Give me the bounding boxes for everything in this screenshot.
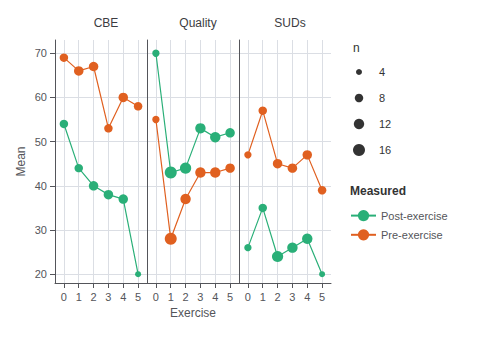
svg-text:2: 2 xyxy=(183,291,189,303)
svg-text:50: 50 xyxy=(35,136,47,148)
svg-text:1: 1 xyxy=(168,291,174,303)
svg-text:0: 0 xyxy=(61,291,67,303)
svg-text:20: 20 xyxy=(35,268,47,280)
svg-text:70: 70 xyxy=(35,47,47,59)
svg-text:SUDs: SUDs xyxy=(274,16,305,30)
svg-text:12: 12 xyxy=(379,118,391,130)
svg-text:4: 4 xyxy=(120,291,126,303)
svg-text:Measured: Measured xyxy=(350,184,406,198)
svg-text:Quality: Quality xyxy=(179,16,216,30)
svg-text:Mean: Mean xyxy=(14,146,28,176)
svg-text:40: 40 xyxy=(35,180,47,192)
svg-text:4: 4 xyxy=(379,66,385,78)
svg-text:8: 8 xyxy=(379,92,385,104)
svg-text:1: 1 xyxy=(76,291,82,303)
svg-text:CBE: CBE xyxy=(94,16,119,30)
svg-text:3: 3 xyxy=(197,291,203,303)
svg-text:1: 1 xyxy=(260,291,266,303)
svg-text:3: 3 xyxy=(289,291,295,303)
svg-text:Exercise: Exercise xyxy=(170,306,216,320)
svg-text:Pre-exercise: Pre-exercise xyxy=(381,229,443,241)
svg-text:4: 4 xyxy=(212,291,218,303)
svg-text:Post-exercise: Post-exercise xyxy=(381,210,448,222)
svg-text:5: 5 xyxy=(135,291,141,303)
svg-text:60: 60 xyxy=(35,91,47,103)
svg-text:16: 16 xyxy=(379,144,391,156)
svg-text:30: 30 xyxy=(35,224,47,236)
svg-text:4: 4 xyxy=(304,291,310,303)
svg-text:5: 5 xyxy=(319,291,325,303)
svg-text:3: 3 xyxy=(105,291,111,303)
svg-text:2: 2 xyxy=(275,291,281,303)
svg-text:n: n xyxy=(353,41,360,55)
svg-text:0: 0 xyxy=(245,291,251,303)
svg-text:0: 0 xyxy=(153,291,159,303)
svg-text:2: 2 xyxy=(91,291,97,303)
svg-text:5: 5 xyxy=(227,291,233,303)
